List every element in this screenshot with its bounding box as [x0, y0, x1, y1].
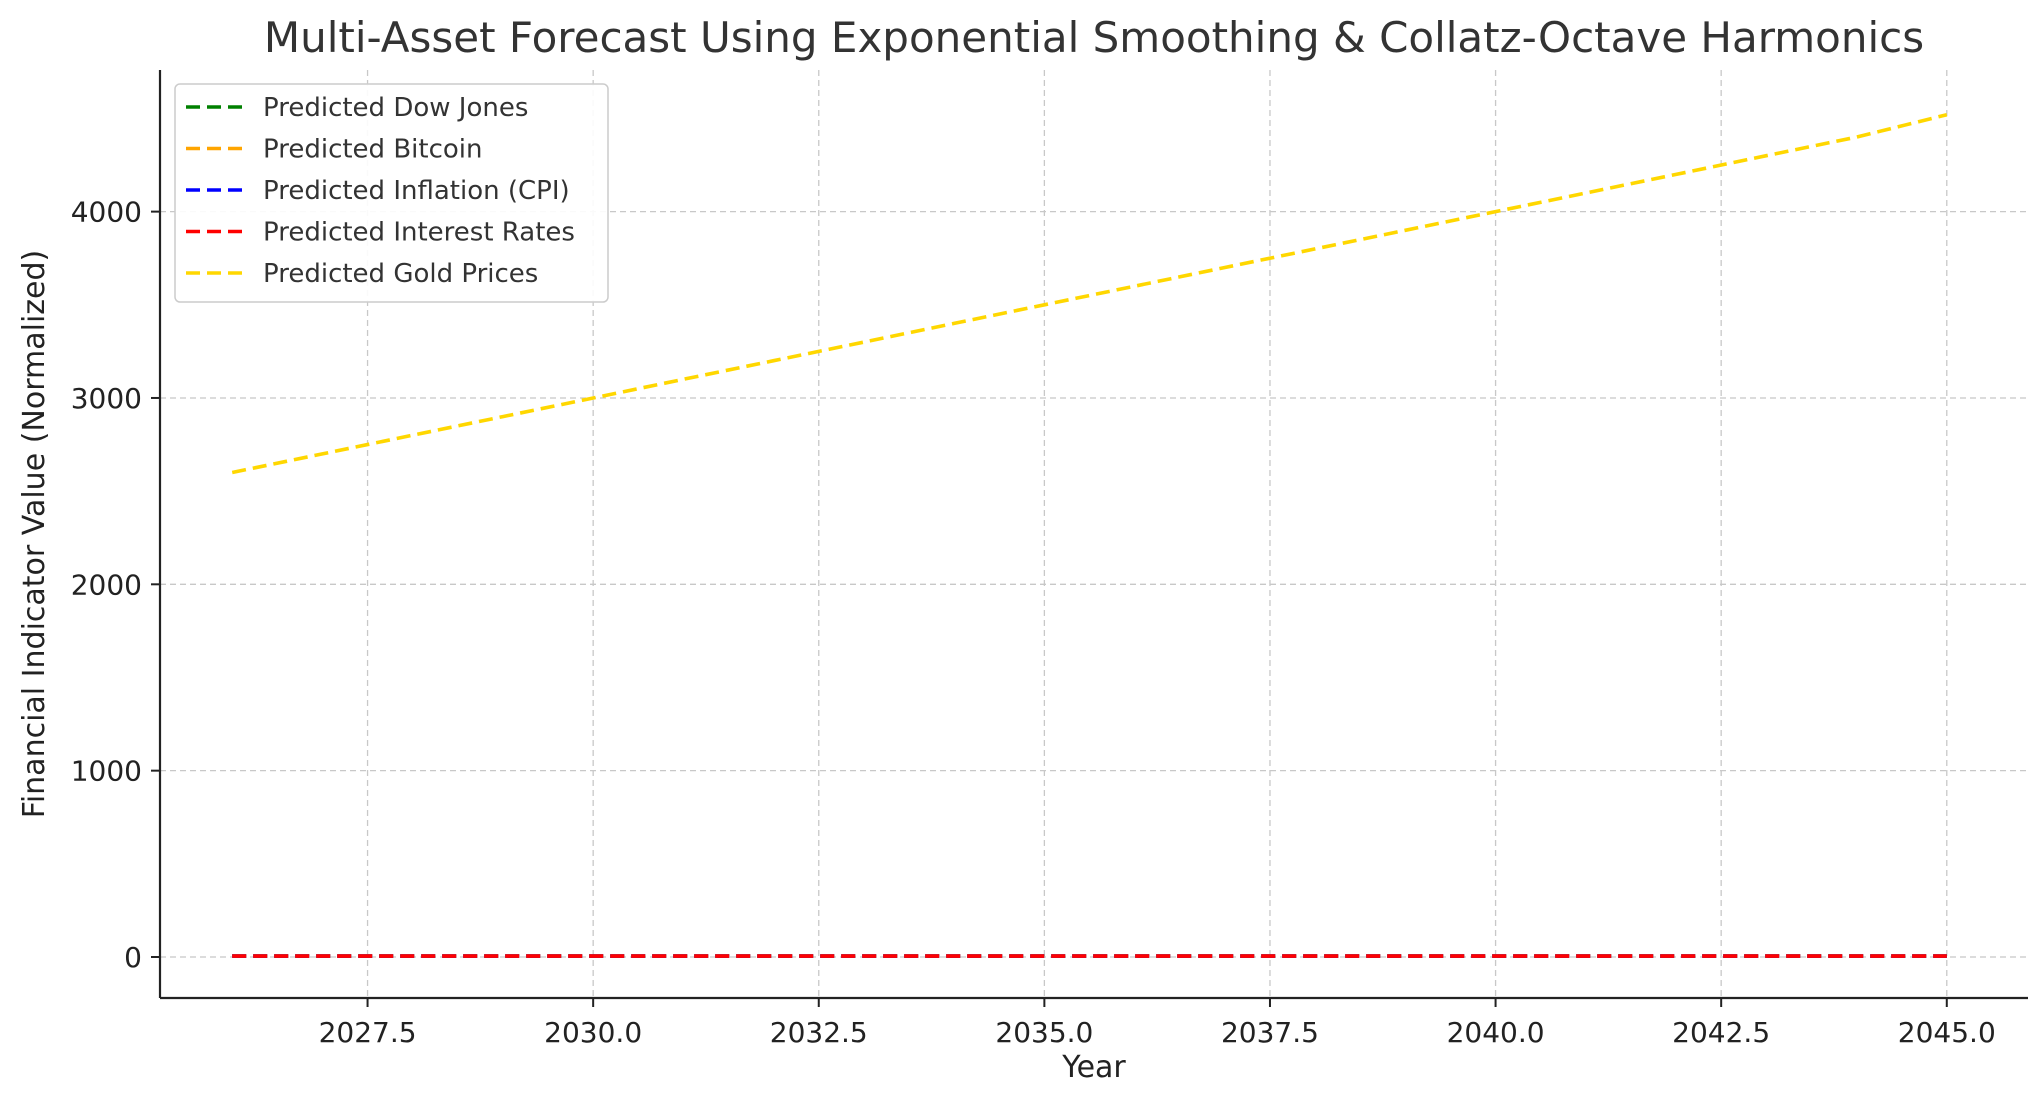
- legend-label: Predicted Dow Jones: [263, 93, 528, 123]
- x-tick-label: 2037.5: [1221, 1016, 1319, 1049]
- y-tick-label: 2000: [71, 568, 142, 601]
- x-tick-label: 2045.0: [1898, 1016, 1996, 1049]
- legend-label: Predicted Bitcoin: [263, 135, 482, 165]
- legend: Predicted Dow Jones Predicted Bitcoin Pred…: [174, 83, 609, 303]
- chart-title: Multi-Asset Forecast Using Exponential S…: [264, 13, 1924, 62]
- x-tick-label: 2040.0: [1447, 1016, 1545, 1049]
- x-tick-label: 2035.0: [995, 1016, 1093, 1049]
- y-tick-label: 0: [124, 941, 142, 974]
- x-tick-label: 2027.5: [319, 1016, 417, 1049]
- x-axis-label: Year: [1061, 1050, 1126, 1085]
- x-tick-label: 2030.0: [544, 1016, 642, 1049]
- series-line-predicted-gold-prices: [231, 112, 1948, 475]
- y-tick-label: 1000: [71, 755, 142, 788]
- axes: [158, 70, 2028, 1000]
- x-tick-label: 2032.5: [770, 1016, 868, 1049]
- y-axis-label: Financial Indicator Value (Normalized): [17, 250, 52, 818]
- y-tick-label: 3000: [71, 382, 142, 415]
- series-lines: [231, 112, 1948, 958]
- legend-label: Predicted Gold Prices: [263, 259, 538, 289]
- y-tick-label: 4000: [71, 196, 142, 229]
- x-tick-label: 2042.5: [1672, 1016, 1770, 1049]
- ticks: 2027.5 2030.0 2032.5 2035.0 2037.5 2040.0 2042…: [71, 196, 1996, 1049]
- legend-label: Predicted Inflation (CPI): [263, 176, 570, 206]
- legend-label: Predicted Interest Rates: [263, 218, 575, 248]
- legend-box: [174, 83, 609, 303]
